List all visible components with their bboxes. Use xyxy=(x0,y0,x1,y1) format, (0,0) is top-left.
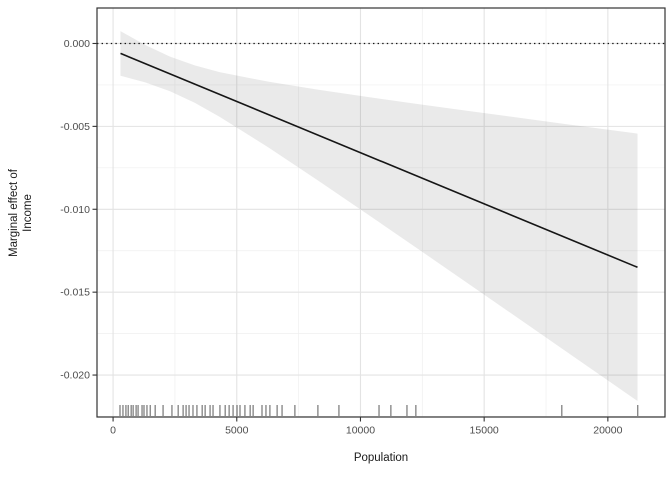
x-tick-label: 5000 xyxy=(225,425,249,437)
y-tick-label: -0.015 xyxy=(60,287,90,299)
panel-background xyxy=(97,8,665,417)
x-tick-label: 20000 xyxy=(593,425,622,437)
y-axis-title: Marginal effect of Income xyxy=(7,113,37,313)
x-tick-label: 15000 xyxy=(470,425,499,437)
panel-border xyxy=(96,7,666,418)
y-tick-label: 0.000 xyxy=(64,38,90,50)
x-tick-label: 10000 xyxy=(346,425,375,437)
confidence-ribbon xyxy=(120,31,638,401)
regression-line xyxy=(120,52,638,269)
x-axis-title: Population xyxy=(353,452,409,464)
y-tick-label: -0.010 xyxy=(60,204,90,216)
y-tick-label: -0.005 xyxy=(60,121,90,133)
y-axis-title-line1: Marginal effect of xyxy=(8,169,20,258)
y-axis-title-line2: Income xyxy=(22,194,34,232)
x-tick-label: 0 xyxy=(110,425,116,437)
y-tick-label: -0.020 xyxy=(60,370,90,382)
